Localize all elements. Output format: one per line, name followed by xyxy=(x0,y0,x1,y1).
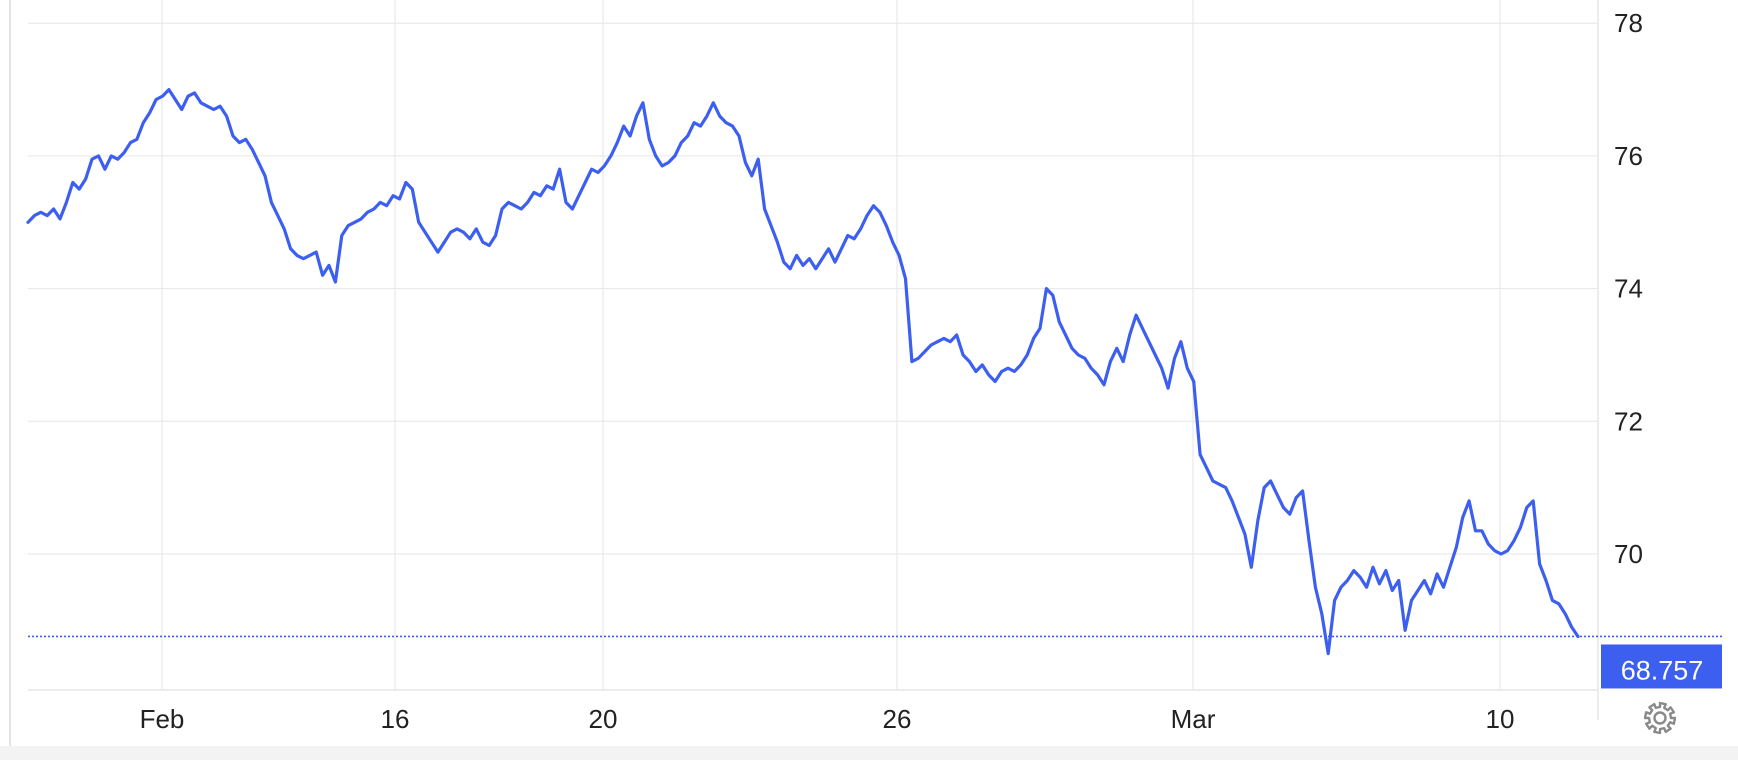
x-tick-label: Feb xyxy=(140,704,185,734)
x-tick-labels: Feb 16 20 26 Mar 10 xyxy=(140,704,1515,734)
x-tick-label: 10 xyxy=(1486,704,1515,734)
price-series-line xyxy=(26,88,1580,656)
x-tick-label: Mar xyxy=(1171,704,1216,734)
last-price-badge-bg xyxy=(1601,644,1722,689)
x-tick-label: 20 xyxy=(589,704,618,734)
y-tick-label: 76 xyxy=(1614,141,1643,171)
bottom-strip xyxy=(0,746,1738,760)
vertical-grid xyxy=(161,0,1501,690)
last-price-value: 68.757 xyxy=(1621,655,1704,685)
x-tick-label: 16 xyxy=(381,704,410,734)
y-tick-labels: 70 72 74 76 78 xyxy=(1614,8,1643,569)
gear-hole xyxy=(1653,711,1667,725)
y-tick-label: 70 xyxy=(1614,539,1643,569)
gear-outline xyxy=(1643,701,1677,735)
last-price-badge: 68.757 xyxy=(1601,644,1722,689)
gear-icon[interactable] xyxy=(1643,701,1677,735)
y-tick-label: 74 xyxy=(1614,274,1643,304)
x-tick-label: 26 xyxy=(883,704,912,734)
y-tick-label: 78 xyxy=(1614,8,1643,38)
y-tick-label: 72 xyxy=(1614,406,1643,436)
horizontal-grid xyxy=(28,22,1598,555)
